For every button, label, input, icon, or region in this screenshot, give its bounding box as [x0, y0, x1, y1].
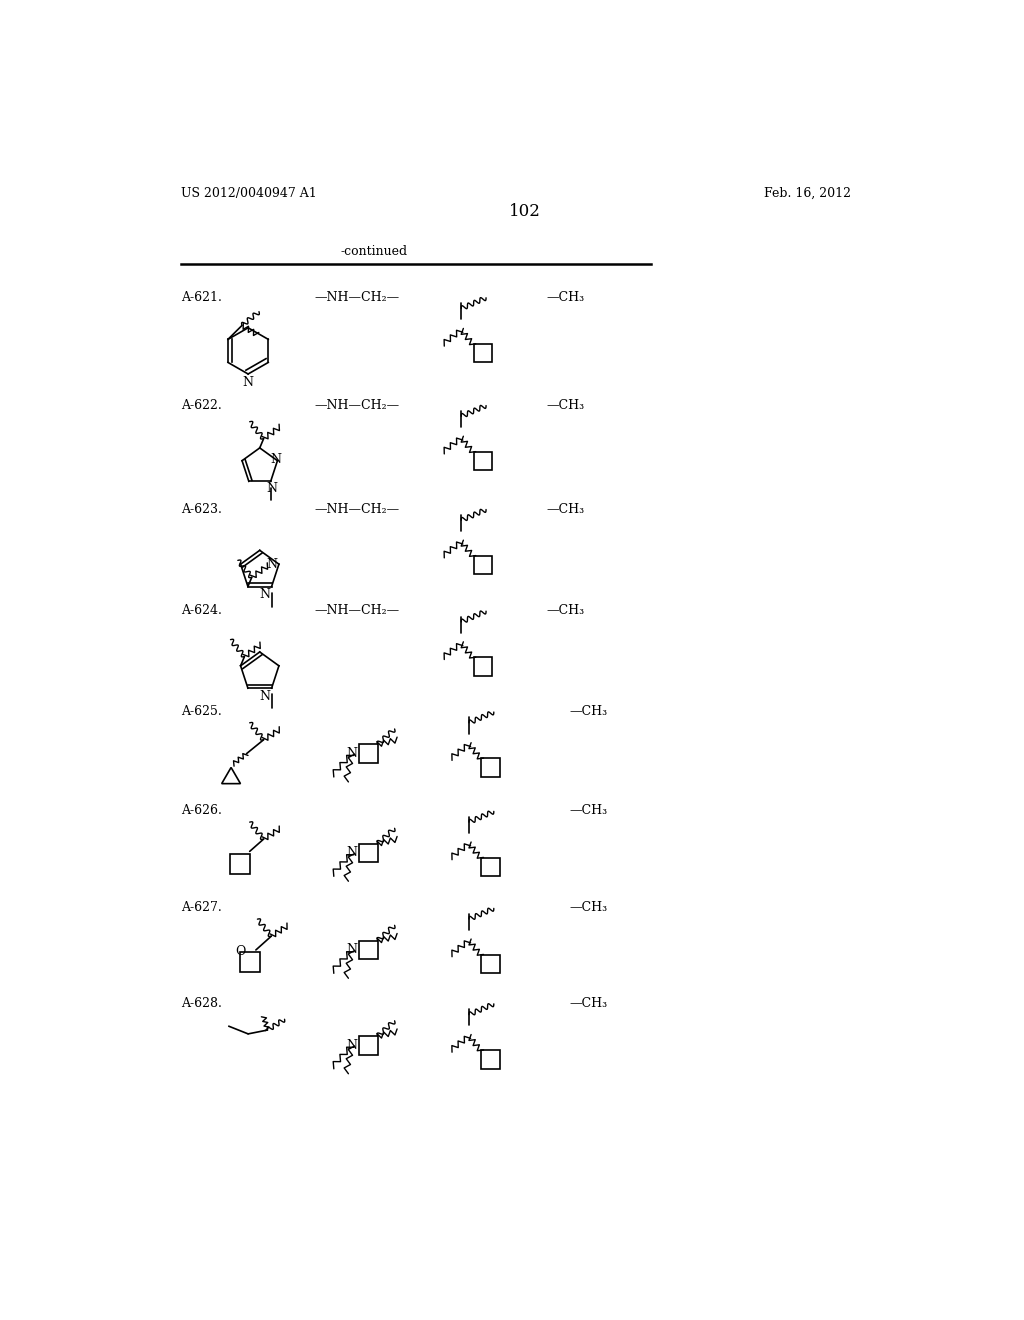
Bar — [481, 858, 500, 876]
Text: —NH—CH₂—: —NH—CH₂— — [314, 605, 399, 618]
Text: —NH—CH₂—: —NH—CH₂— — [314, 399, 399, 412]
Bar — [240, 952, 260, 973]
Text: O: O — [236, 945, 246, 958]
Text: A-623.: A-623. — [180, 503, 221, 516]
Bar — [481, 758, 500, 776]
Bar — [474, 451, 493, 470]
Bar — [474, 657, 493, 676]
Bar — [474, 556, 493, 574]
Text: N: N — [346, 1039, 357, 1052]
Text: N: N — [346, 944, 357, 957]
Text: —CH₃: —CH₃ — [569, 902, 608, 915]
Text: —NH—CH₂—: —NH—CH₂— — [314, 290, 399, 304]
Bar — [359, 1036, 378, 1055]
Text: —NH—CH₂—: —NH—CH₂— — [314, 503, 399, 516]
Text: US 2012/0040947 A1: US 2012/0040947 A1 — [180, 187, 316, 199]
Text: A-624.: A-624. — [180, 605, 221, 618]
Text: N: N — [266, 557, 278, 570]
Text: A-621.: A-621. — [180, 290, 221, 304]
Bar — [481, 954, 500, 973]
Text: A-625.: A-625. — [180, 705, 221, 718]
Text: N: N — [346, 846, 357, 859]
Text: —CH₃: —CH₃ — [547, 399, 585, 412]
Text: A-628.: A-628. — [180, 997, 221, 1010]
Text: N: N — [266, 482, 276, 495]
Text: -continued: -continued — [341, 244, 408, 257]
Text: —CH₃: —CH₃ — [547, 503, 585, 516]
Text: —CH₃: —CH₃ — [547, 605, 585, 618]
Text: N: N — [270, 453, 282, 466]
Text: —CH₃: —CH₃ — [547, 290, 585, 304]
Text: A-626.: A-626. — [180, 804, 221, 817]
Bar — [359, 843, 378, 862]
Text: —CH₃: —CH₃ — [569, 705, 608, 718]
Text: 102: 102 — [509, 203, 541, 220]
Bar — [230, 854, 251, 874]
Text: A-622.: A-622. — [180, 399, 221, 412]
Bar — [481, 1051, 500, 1069]
Text: —CH₃: —CH₃ — [569, 804, 608, 817]
Bar — [474, 345, 493, 363]
Text: N: N — [259, 690, 270, 702]
Text: A-627.: A-627. — [180, 902, 221, 915]
Text: N: N — [259, 589, 270, 601]
Text: Feb. 16, 2012: Feb. 16, 2012 — [764, 187, 851, 199]
Text: N: N — [346, 747, 357, 760]
Bar — [359, 941, 378, 960]
Text: N: N — [243, 376, 254, 388]
Bar — [359, 744, 378, 763]
Text: —CH₃: —CH₃ — [569, 997, 608, 1010]
